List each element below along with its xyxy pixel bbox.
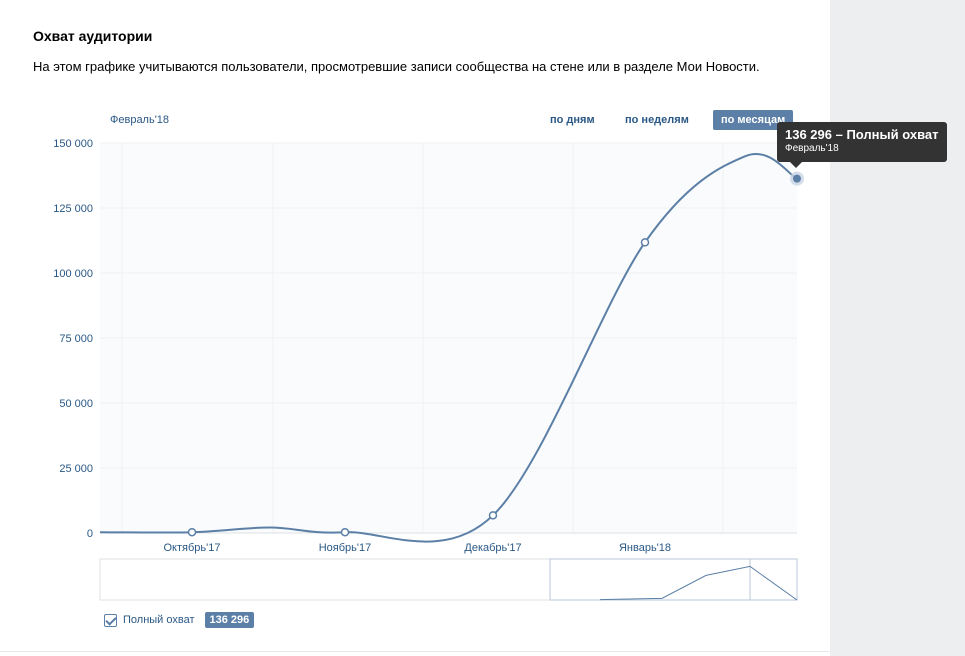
period-label: Февраль'18 — [110, 114, 170, 126]
legend: Полный охват 136 296 — [104, 610, 255, 630]
legend-checkbox[interactable] — [104, 613, 117, 627]
tooltip-value: 136 296 – Полный охват — [785, 127, 939, 142]
tooltip-date: Февраль'18 — [785, 143, 839, 154]
tab-by-months[interactable]: по месяцам — [713, 110, 794, 130]
x-tick-label: Декабрь'17 — [464, 542, 521, 554]
navigator-selection — [549, 558, 798, 601]
y-tick-label: 25 000 — [59, 463, 93, 475]
reach-line-chart[interactable]: 0 25 000 50 000 75 000 100 000 125 000 150 000… — [0, 130, 830, 605]
data-point — [187, 527, 197, 537]
y-tick-label: 150 000 — [53, 138, 93, 150]
legend-label[interactable]: Полный охват — [123, 614, 195, 626]
legend-value-badge: 136 296 — [204, 612, 255, 628]
x-tick-label: Ноябрь'17 — [319, 542, 372, 554]
chart-tooltip: 136 296 – Полный охват Февраль'18 — [777, 122, 947, 162]
tab-by-days[interactable]: по дням — [550, 114, 595, 126]
tab-by-weeks[interactable]: по неделям — [625, 114, 689, 126]
section-description: На этом графике учитываются пользователи… — [33, 59, 760, 74]
data-point — [488, 511, 498, 520]
y-tick-label: 75 000 — [59, 333, 93, 345]
data-point — [793, 174, 801, 183]
y-tick-label: 0 — [87, 528, 93, 540]
x-tick-label: Январь'18 — [619, 542, 671, 554]
y-tick-label: 125 000 — [53, 203, 93, 215]
data-point — [340, 527, 350, 537]
navigator-series-line — [599, 565, 798, 601]
data-point — [640, 238, 650, 247]
y-tick-label: 50 000 — [59, 398, 93, 410]
divider — [0, 651, 830, 652]
section-title: Охват аудитории — [33, 28, 153, 44]
x-tick-label: Октябрь'17 — [164, 542, 221, 554]
y-tick-label: 100 000 — [53, 268, 93, 280]
series-line-polny-okhvat — [99, 153, 798, 543]
tooltip-arrow — [790, 162, 802, 168]
audience-reach-card: Охват аудитории На этом графике учитываю… — [0, 0, 830, 656]
right-sidebar — [830, 0, 965, 656]
